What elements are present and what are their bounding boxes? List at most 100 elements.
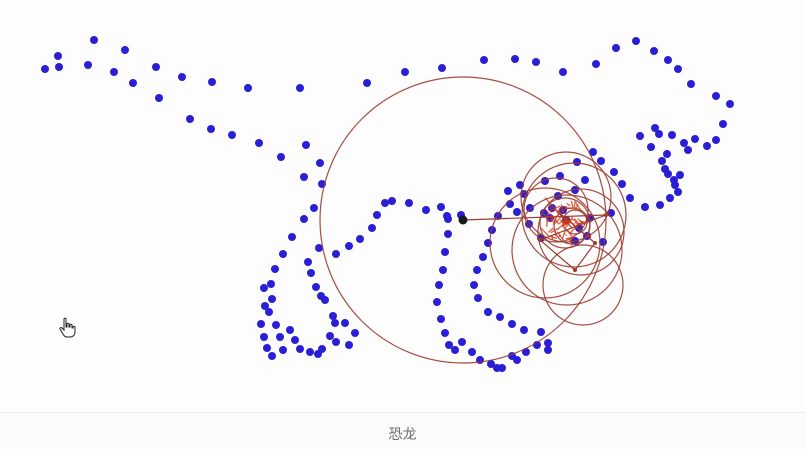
dinosaur-point — [474, 294, 482, 302]
dinosaur-point — [363, 79, 371, 87]
dinosaur-point — [522, 348, 530, 356]
dinosaur-point — [331, 319, 339, 327]
epicycle-trace — [458, 197, 608, 272]
trace-segment — [566, 229, 574, 238]
dinosaur-point — [520, 326, 528, 334]
dinosaur-point — [479, 253, 487, 261]
dinosaur-point — [228, 131, 236, 139]
trace-segment — [561, 230, 566, 239]
dinosaur-point — [451, 346, 459, 354]
dinosaur-point — [597, 157, 605, 165]
dinosaur-point — [368, 224, 376, 232]
dinosaur-point — [341, 319, 349, 327]
epicycle-circles — [319, 76, 627, 364]
dinosaur-point — [84, 61, 92, 69]
dinosaur-point — [291, 336, 299, 344]
dinosaur-point — [666, 194, 674, 202]
dinosaur-point — [260, 284, 268, 292]
dinosaur-point — [532, 58, 540, 66]
dinosaur-point — [438, 64, 446, 72]
dinosaur-point — [691, 135, 699, 143]
dinosaur-point — [674, 65, 682, 73]
dinosaur-point — [272, 321, 280, 329]
dinosaur-point — [664, 56, 672, 64]
dinosaur-point — [388, 197, 396, 205]
dinosaur-point — [279, 250, 287, 258]
dinosaur-point — [439, 266, 447, 274]
epicycle-arm — [462, 209, 607, 271]
dinosaur-point — [263, 344, 271, 352]
dinosaur-point — [610, 168, 618, 176]
dinosaur-point — [437, 315, 445, 323]
trace-segment — [554, 231, 557, 237]
dinosaur-point — [484, 308, 492, 316]
dinosaur-point — [268, 352, 276, 360]
dinosaur-point — [484, 239, 492, 247]
dinosaur-point — [468, 348, 476, 356]
dinosaur-point — [186, 115, 194, 123]
epicycle-circle — [511, 194, 623, 306]
trace-segment — [586, 234, 592, 239]
trace-segment — [560, 204, 564, 213]
dinosaur-point — [480, 56, 488, 64]
dinosaur-point — [255, 139, 263, 147]
trace-segment — [545, 209, 551, 215]
dinosaur-point — [155, 94, 163, 102]
dinosaur-point — [437, 203, 445, 211]
dinosaur-point — [55, 63, 63, 71]
epicycle-circle — [489, 187, 601, 299]
dinosaur-point — [712, 136, 720, 144]
dinosaur-point — [356, 235, 364, 243]
dinosaur-point — [288, 233, 296, 241]
trace-segment — [579, 209, 583, 212]
trace-segment — [550, 214, 555, 224]
dinosaur-point — [129, 79, 137, 87]
trace-segment — [544, 214, 554, 219]
dinosaur-point — [544, 339, 552, 347]
dinosaur-point — [663, 150, 671, 158]
dinosaur-point — [267, 280, 275, 288]
dinosaur-point — [401, 68, 409, 76]
dinosaur-point — [329, 312, 337, 320]
dinosaur-point — [276, 333, 284, 341]
dinosaur-point — [441, 329, 449, 337]
hand-pointer-icon — [59, 317, 76, 338]
dinosaur-point — [571, 186, 579, 194]
dinosaur-point — [674, 188, 682, 196]
dinosaur-point — [504, 187, 512, 195]
trace-segment — [549, 205, 552, 213]
dinosaur-point — [351, 329, 359, 337]
dinosaur-point — [381, 199, 389, 207]
center-point — [458, 215, 468, 225]
trace-segment — [566, 202, 571, 207]
dinosaur-point — [279, 346, 287, 354]
dinosaur-point — [473, 266, 481, 274]
epicycle-circle — [523, 177, 589, 243]
dinosaur-point — [719, 120, 727, 128]
dinosaur-point — [373, 211, 381, 219]
dinosaur-point — [244, 84, 252, 92]
dinosaur-point — [496, 313, 504, 321]
dinosaur-point — [405, 199, 413, 207]
dinosaur-point — [307, 269, 315, 277]
dinosaur-point — [712, 92, 720, 100]
dinosaur-point — [345, 341, 353, 349]
dinosaur-point — [661, 165, 669, 173]
dinosaur-point — [110, 68, 118, 76]
dinosaur-point — [316, 159, 324, 167]
dinosaur-point — [445, 341, 453, 349]
dinosaur-point — [511, 55, 519, 63]
dinosaur-point — [458, 338, 466, 346]
trace-segment — [570, 200, 574, 209]
dinosaur-point — [650, 47, 658, 55]
dinosaur-point — [655, 130, 663, 138]
dinosaur-point — [487, 360, 495, 368]
dinosaur-point — [658, 157, 666, 165]
dinosaur-point — [526, 204, 534, 212]
trace-segment — [551, 205, 561, 211]
dinosaur-point — [277, 153, 285, 161]
dinosaur-point — [261, 302, 269, 310]
dinosaur-point — [670, 176, 678, 184]
dinosaur-point — [589, 148, 597, 156]
dinosaur-point — [312, 283, 320, 291]
